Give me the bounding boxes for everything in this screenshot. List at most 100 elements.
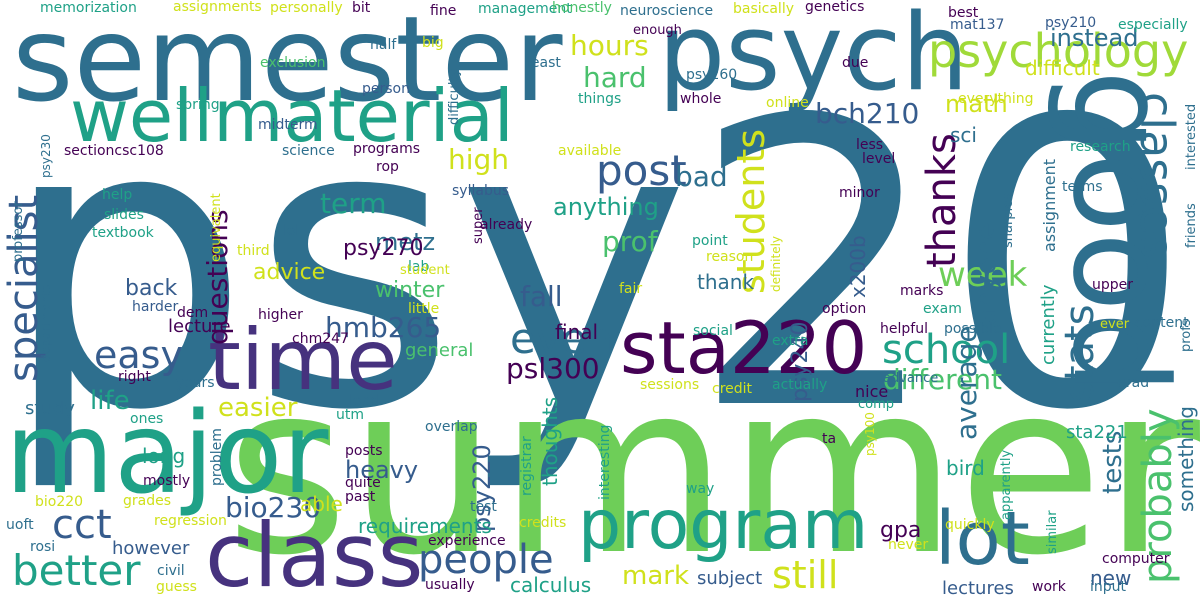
word-hours: hours bbox=[570, 29, 649, 62]
word-help: help bbox=[102, 187, 133, 203]
word-lectures: lectures bbox=[942, 578, 1014, 599]
word-neuroscience: neuroscience bbox=[620, 3, 714, 19]
word-programs: programs bbox=[353, 141, 421, 157]
word-honestly: honestly bbox=[552, 0, 612, 16]
word-especially: especially bbox=[1118, 17, 1188, 33]
word-psy230: psy230 bbox=[39, 134, 53, 178]
word-difficulty: difficulty bbox=[447, 68, 462, 125]
word-sectioncsc108: sectioncsc108 bbox=[64, 143, 164, 159]
word-level: level bbox=[862, 151, 896, 167]
word-minor: minor bbox=[839, 185, 880, 201]
word-semester: semester bbox=[12, 0, 563, 128]
word-social: social bbox=[693, 323, 733, 339]
word-time: time bbox=[208, 311, 398, 409]
word-spring: spring bbox=[176, 97, 220, 113]
word-different: different bbox=[883, 363, 1002, 396]
word-thanks: thanks bbox=[919, 133, 965, 268]
word-credits: credits bbox=[519, 515, 567, 531]
word-least: least bbox=[527, 55, 561, 71]
word-easier: easier bbox=[218, 393, 298, 423]
word-slides: slides bbox=[104, 207, 144, 223]
word-right: right bbox=[118, 369, 151, 385]
word-week: week bbox=[938, 255, 1028, 295]
word-definitely: definitely bbox=[769, 235, 783, 292]
word-problem: problem bbox=[209, 428, 225, 486]
word-school: school bbox=[882, 327, 1011, 373]
word-interesting: interesting bbox=[597, 424, 613, 500]
word-little: little bbox=[408, 301, 440, 317]
word-harder: harder bbox=[132, 299, 179, 315]
word-people: people bbox=[418, 537, 554, 583]
word-fine: fine bbox=[430, 3, 457, 19]
word-requirements: requirements bbox=[358, 514, 492, 538]
word-even: even bbox=[510, 314, 614, 363]
word-test: test bbox=[470, 499, 497, 515]
word-major: major bbox=[5, 389, 329, 519]
word-genetics: genetics bbox=[805, 0, 865, 15]
word-life: life bbox=[90, 386, 130, 416]
word-research: research bbox=[1070, 139, 1131, 155]
word-online: online bbox=[766, 95, 809, 111]
word-assignment: assignment bbox=[1040, 158, 1059, 252]
word-bit: bit bbox=[352, 0, 371, 16]
word-lab: lab bbox=[408, 259, 430, 275]
word-advance: advance bbox=[883, 371, 939, 386]
word-option: option bbox=[822, 301, 867, 317]
word-years: years bbox=[176, 375, 215, 391]
word-ever: ever bbox=[1100, 317, 1130, 332]
word-psychology: psychology bbox=[928, 24, 1189, 78]
word-things: things bbox=[578, 91, 622, 107]
word-prof: prof bbox=[602, 225, 658, 258]
word-profs: profs bbox=[1179, 319, 1194, 352]
word-class: class bbox=[205, 504, 424, 600]
word-cct: cct bbox=[52, 502, 112, 548]
word-syllabus: syllabus bbox=[452, 183, 509, 199]
word-chm247: chm247 bbox=[292, 331, 349, 347]
word-reason: reason bbox=[706, 249, 754, 265]
word-less: less bbox=[856, 137, 884, 153]
word-rosi: rosi bbox=[30, 539, 56, 555]
word-content: content bbox=[1135, 315, 1189, 331]
word-grad: grad bbox=[1117, 375, 1150, 391]
word-sci: sci bbox=[950, 123, 977, 147]
word-calculus: calculus bbox=[510, 573, 592, 597]
word-wellmaterial: wellmaterial bbox=[70, 74, 514, 158]
word-psy201: psy201 bbox=[0, 37, 1200, 497]
word-lol: lol bbox=[283, 223, 300, 239]
word-posts: posts bbox=[345, 443, 383, 459]
word-ta: ta bbox=[822, 431, 837, 447]
word-overlap: overlap bbox=[425, 419, 478, 435]
word-possible: possible bbox=[944, 321, 1002, 337]
word-final: final bbox=[555, 320, 599, 344]
word-experience: experience bbox=[428, 533, 506, 549]
word-apparently: apparently bbox=[999, 449, 1014, 520]
word-winter: winter bbox=[375, 278, 445, 303]
word-sessions: sessions bbox=[640, 377, 700, 393]
word-difficult: difficult bbox=[1025, 56, 1100, 80]
word-third: third bbox=[237, 243, 270, 259]
word-summer: summer bbox=[225, 332, 1200, 600]
word-grades: grades bbox=[123, 493, 172, 509]
word-departments: departments bbox=[39, 284, 53, 362]
word-regression: regression bbox=[154, 513, 227, 529]
word-midterm: midterm bbox=[258, 117, 318, 133]
word-department: input bbox=[1090, 579, 1127, 595]
word-program: program bbox=[578, 486, 869, 565]
word-ones: ones bbox=[130, 411, 164, 427]
word-heavy: heavy bbox=[345, 456, 419, 484]
word-utm: utm bbox=[336, 407, 364, 423]
word-actually: actually bbox=[772, 377, 828, 393]
word-metz: metz bbox=[375, 228, 436, 256]
word-back: back bbox=[125, 276, 178, 301]
word-sta221: sta221 bbox=[1066, 422, 1128, 443]
word-high: high bbox=[448, 143, 510, 176]
word-subject: subject bbox=[697, 568, 763, 589]
word-anything: anything bbox=[553, 193, 659, 221]
word-load: load bbox=[349, 393, 379, 409]
word-helpful: helpful bbox=[880, 321, 928, 337]
word-due: due bbox=[842, 55, 869, 71]
word-upper: upper bbox=[1092, 277, 1134, 293]
word-advice: advice bbox=[253, 260, 326, 285]
word-bad: bad bbox=[675, 160, 728, 193]
